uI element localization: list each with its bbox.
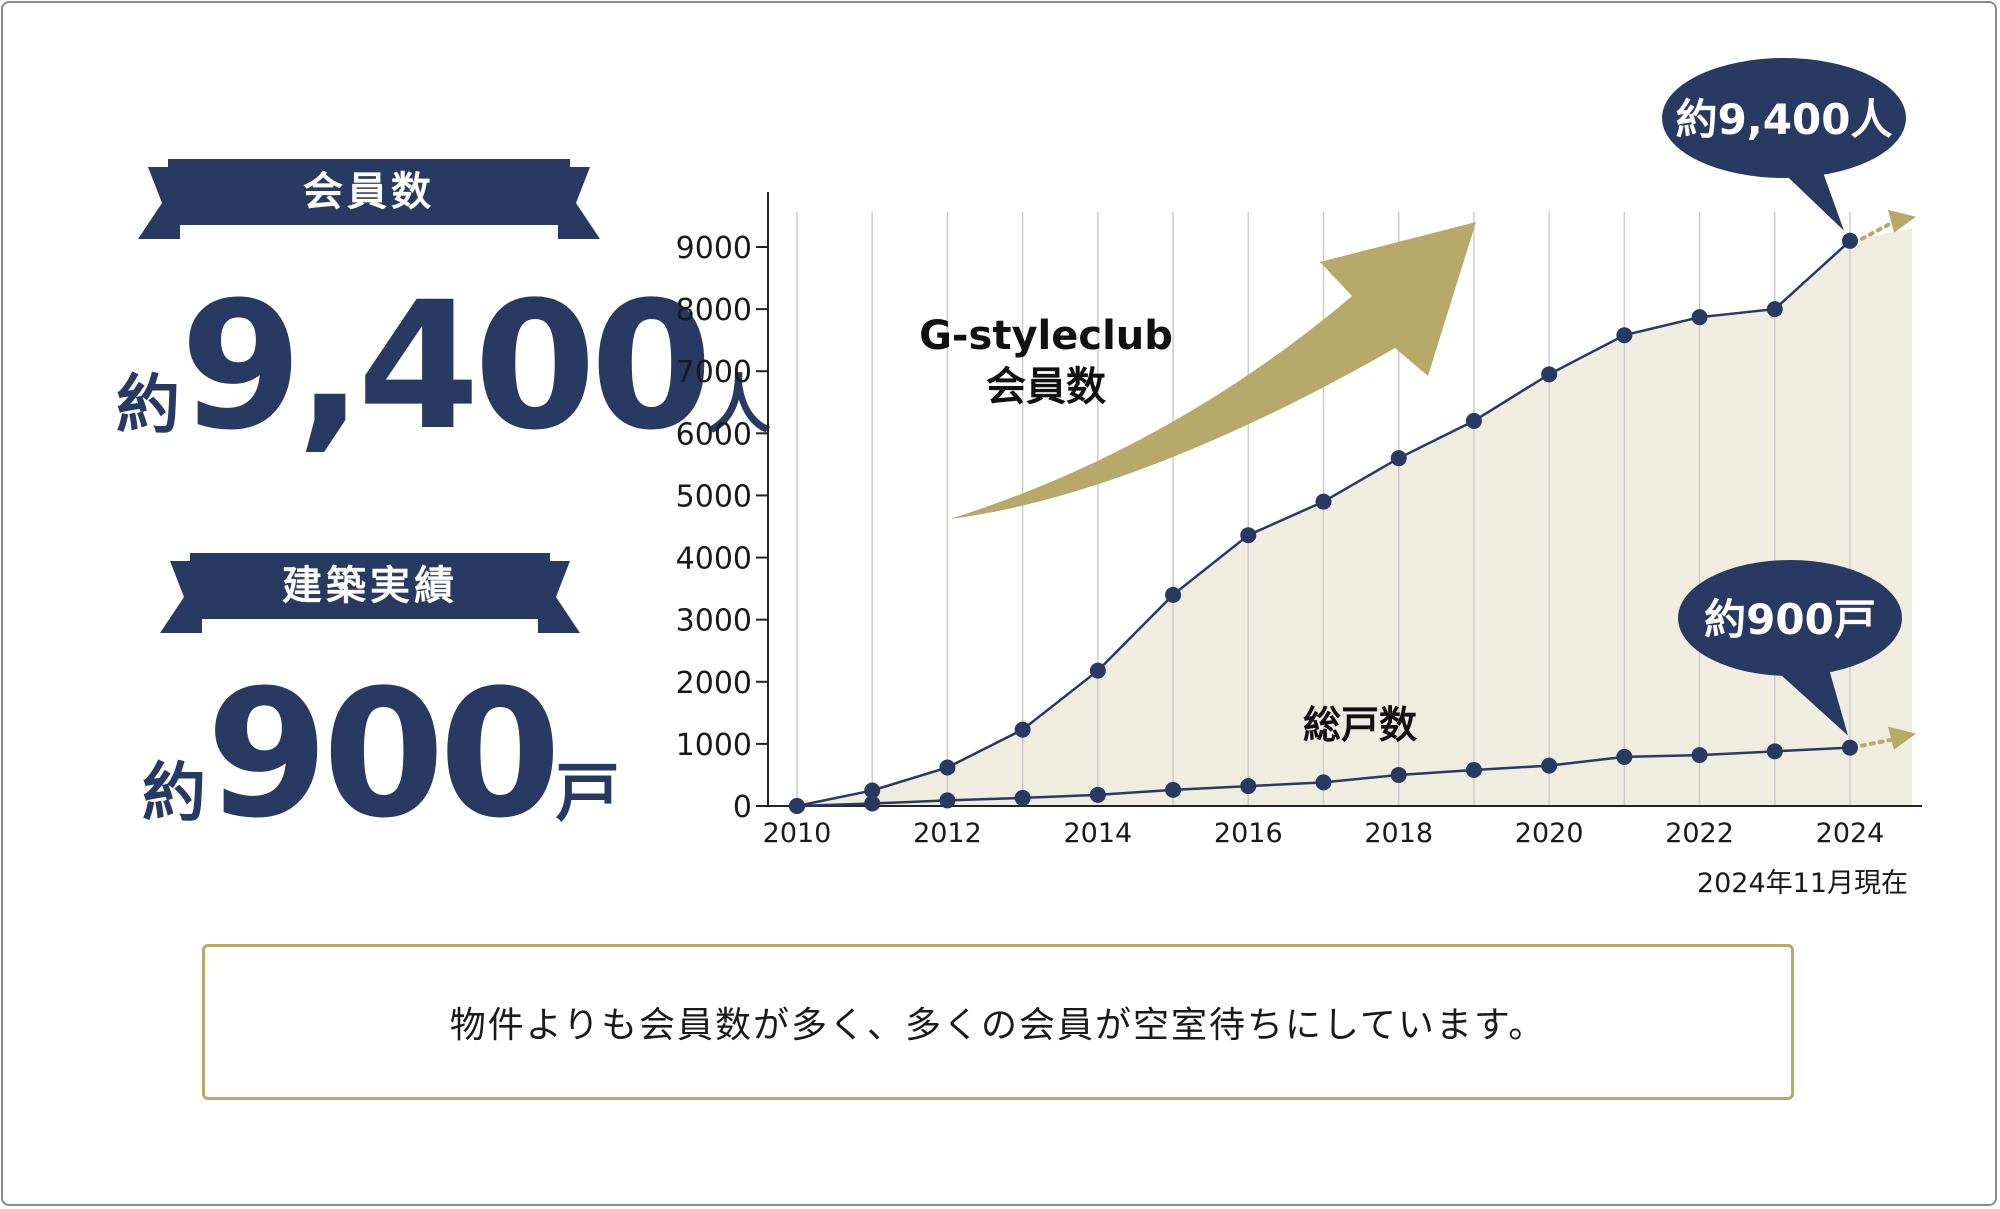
growth-chart: 0 1000 2000 3000 4000 5000 6000 7000 8000 9000 201… — [676, 58, 1922, 899]
builds-suffix: 戸 — [555, 757, 620, 831]
series-1-point-2010 — [789, 798, 805, 814]
units-series-label: 総戸数 — [1303, 703, 1417, 747]
series-1-point-2015 — [1165, 781, 1182, 798]
y-tick-label: 7000 — [676, 355, 752, 390]
growth-arrow — [950, 222, 1476, 519]
members-label: 会員数 — [303, 169, 435, 215]
series-1-point-2013 — [1014, 789, 1031, 806]
series-1-point-2024 — [1842, 739, 1858, 756]
series-1-point-2019 — [1465, 761, 1482, 778]
x-tick-label: 2022 — [1665, 818, 1734, 849]
members-suffix: 人 — [706, 369, 771, 443]
builds-label: 建築実績 — [282, 563, 458, 609]
series-0-point-2020 — [1541, 366, 1558, 383]
y-tick-label: 3000 — [676, 604, 752, 639]
builds-total: 約900戸 — [142, 652, 619, 857]
units-callout-bubble — [1678, 560, 1902, 676]
series-1-point-2014 — [1089, 786, 1106, 803]
x-tick-label: 2018 — [1364, 818, 1433, 849]
members-prefix: 約 — [116, 369, 180, 443]
series-1-point-2012 — [939, 792, 956, 809]
series-1-point-2011 — [864, 795, 881, 812]
series-1-point-2022 — [1691, 747, 1708, 764]
series-1-trend-head — [1888, 726, 1916, 750]
series-0-point-2015 — [1165, 586, 1182, 603]
note-box: 物件よりも会員数が多く、多くの会員が空室待ちにしています。 — [202, 944, 1794, 1100]
series-0-trend-head — [1888, 209, 1916, 233]
y-tick-label: 1000 — [676, 728, 752, 763]
y-tick-label: 6000 — [676, 417, 752, 452]
y-tick-label: 8000 — [676, 293, 752, 328]
builds-ribbon: 建築実績 — [160, 553, 580, 635]
series-0-point-2011 — [864, 782, 881, 799]
y-tick-label: 0 — [733, 790, 752, 825]
x-tick-label: 2020 — [1515, 818, 1584, 849]
series-1-point-2017 — [1315, 774, 1332, 791]
x-tick-label: 2024 — [1816, 818, 1885, 849]
series-1-point-2018 — [1390, 766, 1407, 783]
x-tick-label: 2016 — [1214, 818, 1283, 849]
series-0-point-2017 — [1315, 493, 1332, 510]
members-value: 9,400 — [180, 264, 713, 469]
series-0-trend-dots — [1860, 220, 1894, 241]
series-0-point-2023 — [1766, 301, 1783, 318]
y-tick-label: 5000 — [676, 479, 752, 514]
x-tick-label: 2014 — [1063, 818, 1132, 849]
series-1-point-2020 — [1541, 757, 1558, 774]
x-tick-label: 2012 — [913, 818, 982, 849]
members-callout-bubble — [1662, 58, 1906, 178]
series-0-point-2019 — [1465, 412, 1482, 429]
series-1-point-2023 — [1766, 743, 1783, 760]
members-total: 約9,400人 — [116, 264, 771, 469]
series-0-point-2021 — [1616, 327, 1633, 344]
y-tick-label: 9000 — [676, 231, 752, 266]
series-1-point-2016 — [1240, 778, 1257, 795]
members-series-label-line1: G-styleclub — [919, 313, 1173, 359]
series-0-point-2014 — [1089, 662, 1106, 679]
series-0-point-2013 — [1014, 721, 1031, 738]
y-tick-label: 4000 — [676, 542, 752, 577]
series-0-point-2012 — [939, 759, 956, 776]
date-note: 2024年11月現在 — [1697, 868, 1908, 899]
series-0-point-2024 — [1842, 232, 1858, 249]
units-callout-text: 約900戸 — [1704, 595, 1876, 644]
builds-prefix: 約 — [142, 757, 206, 831]
builds-value: 900 — [206, 652, 561, 857]
series-1-trend-dots — [1860, 737, 1894, 748]
note-text: 物件よりも会員数が多く、多くの会員が空室待ちにしています。 — [449, 1005, 1547, 1046]
y-tick-label: 2000 — [676, 666, 752, 701]
series-0-point-2022 — [1691, 309, 1708, 326]
series-0-point-2016 — [1240, 527, 1257, 544]
x-tick-label: 2010 — [763, 818, 832, 849]
members-ribbon: 会員数 — [138, 159, 600, 241]
members-callout-text: 約9,400人 — [1676, 95, 1893, 144]
members-series-label-line2: 会員数 — [986, 364, 1106, 410]
series-1-point-2021 — [1616, 748, 1633, 765]
members-area-fill — [797, 228, 1912, 806]
series-0-point-2018 — [1390, 450, 1407, 467]
